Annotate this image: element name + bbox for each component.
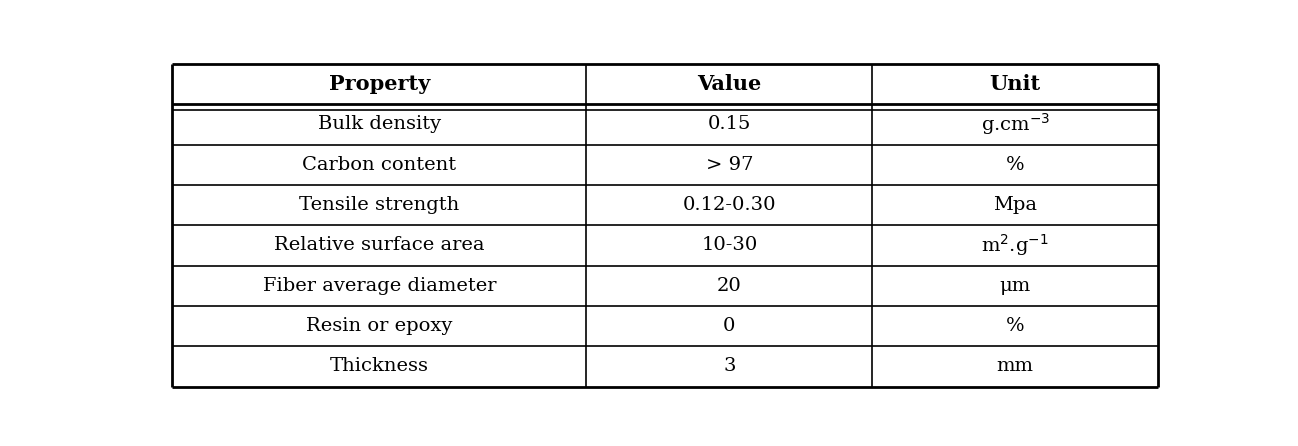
Text: 0: 0 [723,317,736,335]
Text: Bulk density: Bulk density [318,116,441,133]
Text: 10-30: 10-30 [701,236,758,254]
Text: g.cm$^{-3}$: g.cm$^{-3}$ [980,112,1050,137]
Text: %: % [1006,156,1024,173]
Text: 0.12-0.30: 0.12-0.30 [683,196,776,214]
Text: Carbon content: Carbon content [302,156,457,173]
Text: 0.15: 0.15 [707,116,752,133]
Text: 3: 3 [723,357,736,376]
Text: Resin or epoxy: Resin or epoxy [306,317,453,335]
Text: Fiber average diameter: Fiber average diameter [262,277,496,295]
Text: m$^{2}$.g$^{-1}$: m$^{2}$.g$^{-1}$ [981,232,1049,258]
Text: Thickness: Thickness [330,357,428,376]
Text: 20: 20 [716,277,741,295]
Text: Property: Property [328,74,430,94]
Text: Tensile strength: Tensile strength [300,196,459,214]
Text: > 97: > 97 [706,156,753,173]
Text: mm: mm [997,357,1033,376]
Text: %: % [1006,317,1024,335]
Text: Mpa: Mpa [993,196,1037,214]
Text: Relative surface area: Relative surface area [274,236,484,254]
Text: Value: Value [697,74,762,94]
Text: Unit: Unit [989,74,1041,94]
Text: μm: μm [999,277,1031,295]
